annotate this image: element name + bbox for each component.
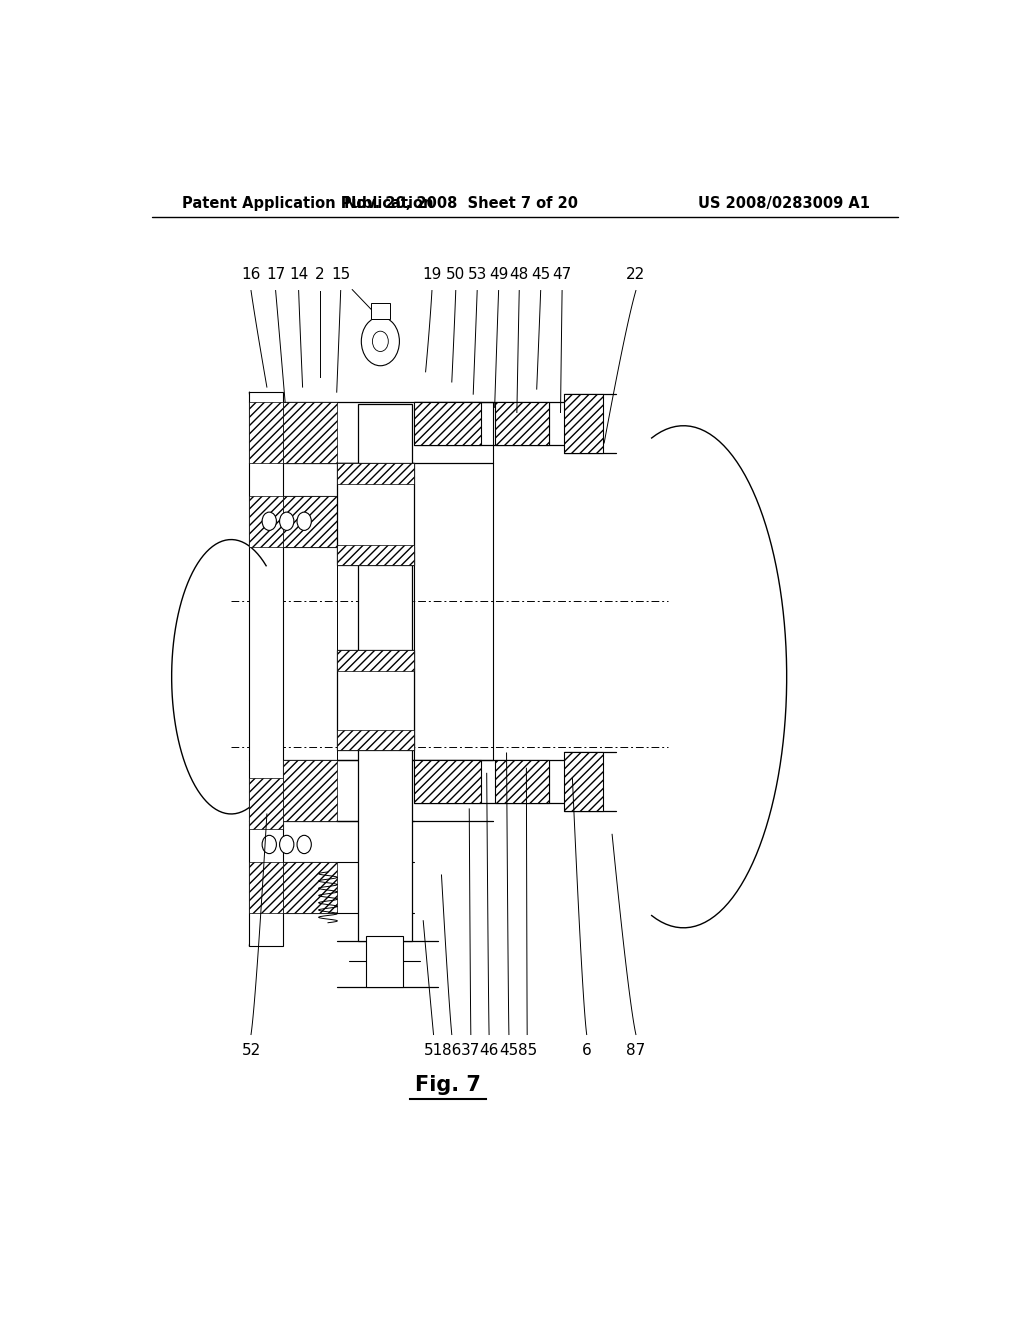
Text: 15: 15 (331, 268, 350, 282)
Text: 37: 37 (461, 1043, 480, 1057)
Text: 47: 47 (553, 268, 571, 282)
Circle shape (361, 317, 399, 366)
Bar (371, 302, 390, 319)
Text: Nov. 20, 2008  Sheet 7 of 20: Nov. 20, 2008 Sheet 7 of 20 (344, 195, 579, 211)
Bar (250, 403, 283, 463)
Text: 45: 45 (500, 1043, 518, 1057)
Bar (283, 862, 337, 912)
Bar (358, 404, 412, 941)
Text: 50: 50 (446, 268, 465, 282)
Text: 86: 86 (442, 1043, 462, 1057)
Text: 2: 2 (315, 268, 325, 282)
Circle shape (280, 512, 294, 531)
Bar (367, 936, 402, 987)
Text: 46: 46 (479, 1043, 499, 1057)
Circle shape (297, 512, 311, 531)
Bar (337, 651, 414, 671)
Text: 22: 22 (627, 268, 645, 282)
Text: 16: 16 (242, 268, 261, 282)
Bar (337, 730, 414, 750)
Bar (250, 779, 283, 829)
Text: 52: 52 (242, 1043, 261, 1057)
Text: 17: 17 (266, 268, 286, 282)
Text: 19: 19 (422, 268, 441, 282)
Bar (337, 463, 414, 483)
Bar (283, 760, 337, 821)
Circle shape (262, 836, 276, 854)
Text: US 2008/0283009 A1: US 2008/0283009 A1 (698, 195, 870, 211)
Bar (337, 651, 414, 750)
Bar (496, 760, 550, 803)
Circle shape (373, 331, 388, 351)
Circle shape (297, 836, 311, 854)
Bar (414, 403, 481, 445)
Text: 51: 51 (424, 1043, 443, 1057)
Bar (337, 463, 414, 565)
Text: 6: 6 (582, 1043, 592, 1057)
Circle shape (280, 836, 294, 854)
Text: Patent Application Publication: Patent Application Publication (182, 195, 433, 211)
Bar (250, 862, 283, 912)
Bar (414, 760, 481, 803)
Text: 14: 14 (289, 268, 308, 282)
Text: 48: 48 (510, 268, 528, 282)
Text: 87: 87 (627, 1043, 645, 1057)
Bar (564, 752, 602, 810)
Bar (283, 496, 337, 546)
Bar (250, 496, 283, 546)
Text: 49: 49 (488, 268, 508, 282)
Text: 45: 45 (531, 268, 550, 282)
Text: 53: 53 (468, 268, 486, 282)
Text: 85: 85 (517, 1043, 537, 1057)
Bar (564, 395, 602, 453)
Bar (283, 403, 337, 463)
Bar (337, 545, 414, 565)
Bar (496, 403, 550, 445)
Circle shape (262, 512, 276, 531)
Bar (250, 392, 283, 946)
Text: Fig. 7: Fig. 7 (415, 1076, 480, 1096)
